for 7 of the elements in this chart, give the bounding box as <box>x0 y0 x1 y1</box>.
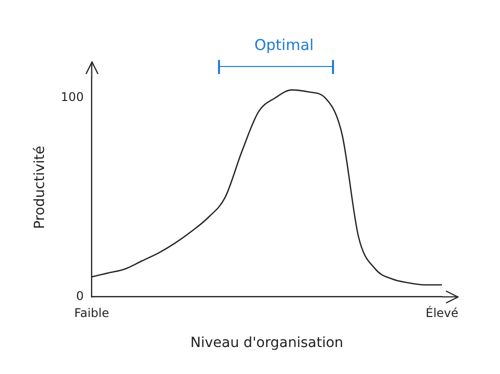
x-axis-title: Niveau d'organisation <box>190 335 344 352</box>
text: Optimal <box>254 36 314 54</box>
y-axis-title: Productivité <box>32 146 48 230</box>
x-tick-label: Faible <box>74 306 110 320</box>
y-tick-label: 0 <box>76 288 84 303</box>
y-tick-label: 100 <box>60 90 84 104</box>
x-tick-label: Élevé <box>426 305 458 320</box>
